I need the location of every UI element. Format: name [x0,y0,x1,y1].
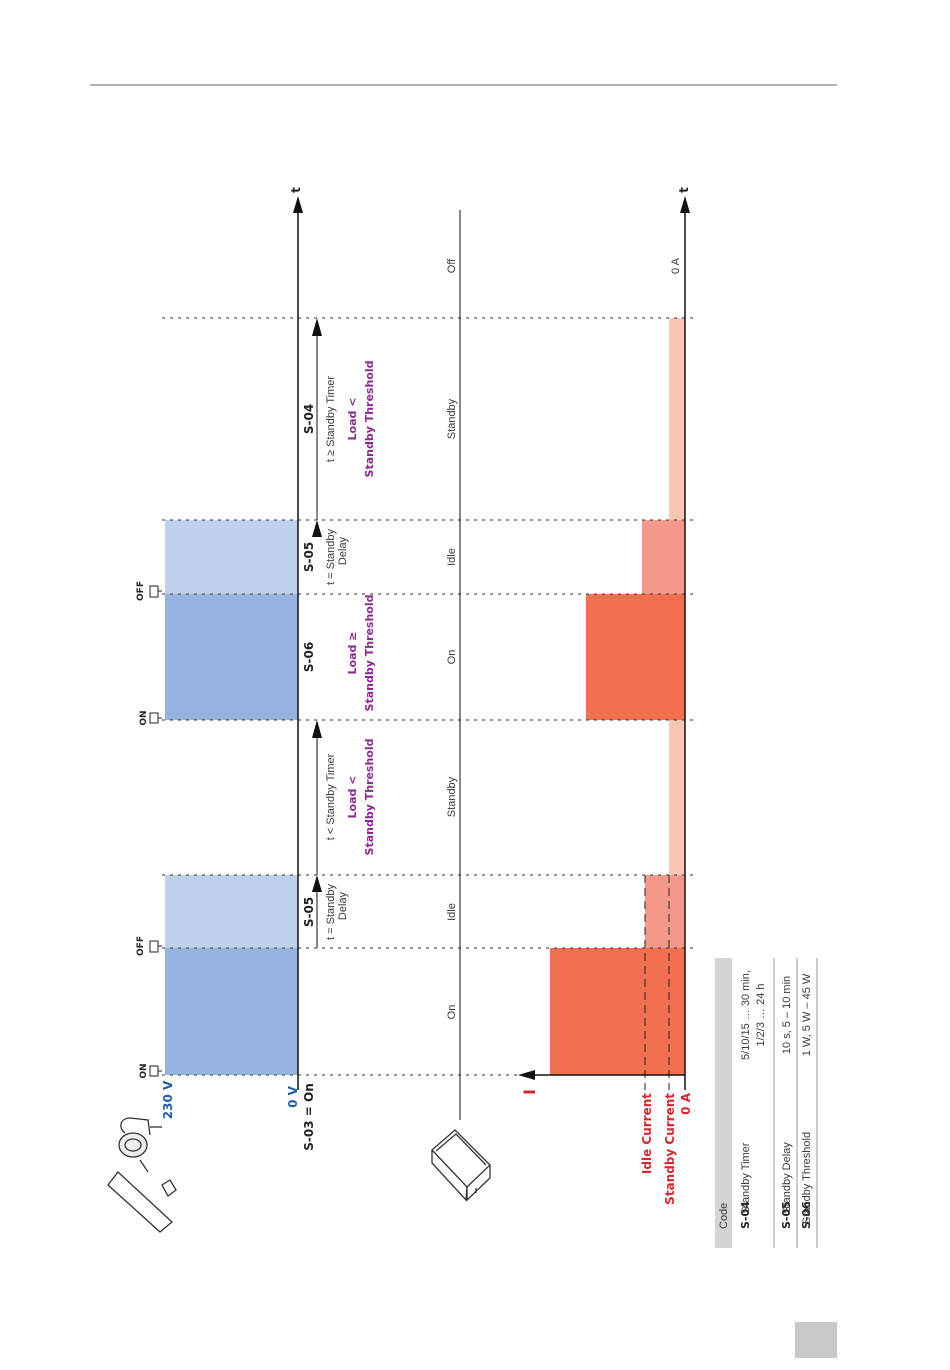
switch-on-label-2: ON [139,710,149,725]
current-block-idle-1 [645,875,685,948]
s05a-code: S-05 [302,897,316,927]
switch-on-icon-1: ON [139,1063,162,1079]
mode-label: S-03 = On [302,1083,316,1150]
switch-on-label-1: ON [139,1063,149,1078]
arrow-s05b [312,720,322,738]
cooler-box-icon [431,1129,491,1202]
state-idle-1: Idle [446,903,458,921]
state-standby-1: Standby [446,776,458,817]
state-idle-2: Idle [446,548,458,566]
current-block-standby-2 [669,318,685,520]
table-row-s04-value1: 5/10/15 … 30 min, [740,970,752,1060]
arrow-s05c [312,520,322,537]
end-current-label: 0 A [670,257,682,274]
s06-cond1: Load ≥ [346,632,359,675]
s06-code: S-06 [302,642,316,672]
table-row-s04-value2: 1/2/3 … 24 h [755,984,767,1047]
state-on-1: On [446,1005,458,1020]
s05b-line1: t < Standby Timer [325,753,337,840]
table-row-s05-code: S-05 [780,1201,793,1229]
s05c-line2: Delay [337,536,349,565]
voltage-high-label: 230 V [161,1080,175,1119]
voltage-axis-arrow [293,196,303,213]
s06-cond2: Standby Threshold [363,595,376,712]
table-row-s04-name: Standby Timer [740,1142,752,1213]
current-axis-arrow [680,196,690,213]
switch-off-label-2: OFF [136,581,146,601]
s05b-cond1: Load < [346,776,359,819]
voltage-block-idle-2 [165,520,298,594]
current-block-on-2 [586,594,685,720]
table-row-s04-code: S-04 [739,1201,752,1229]
s05c-line1: t = Standby [325,529,337,585]
switch-off-label-1: OFF [136,936,146,956]
voltage-block-on-1 [165,948,298,1075]
standby-current-label: Standby Current [663,1093,677,1205]
zero-current-label: 0 A [679,1092,693,1115]
state-off: Off [446,258,458,273]
voltage-axis-label: t [289,187,303,193]
s04-code: S-04 [302,404,316,434]
current-axis-label: I [520,1089,539,1095]
current-value-axis-arrow [518,1070,535,1080]
table-row-s05-value1: 10 s, 5 – 10 min [781,976,793,1054]
switch-off-icon-1: OFF [136,936,162,956]
transition-lines [162,317,695,1076]
s04-line1: t ≥ Standby Timer [325,376,337,462]
arrow-s05a [312,875,322,892]
switch-on-icon-2: ON [139,710,162,726]
s04-cond1: Load < [346,398,359,441]
voltage-low-label: 0 V [286,1085,300,1108]
state-standby-2: Standby [446,398,458,439]
arrow-s04 [312,318,322,336]
idle-current-label: Idle Current [640,1093,654,1174]
current-block-on-1 [550,948,685,1075]
s04-cond2: Standby Threshold [363,361,376,478]
table-row-s06-name: Standby Threshold [801,1132,813,1224]
table-header-label: Code [718,1203,730,1229]
switch-off-icon-2: OFF [136,581,162,601]
page-corner-tab [795,1322,837,1358]
s05a-line1: t = Standby [325,884,337,940]
s05c-code: S-05 [302,542,316,572]
s05a-line2: Delay [337,891,349,920]
table-row-s05-name: Standby Delay [781,1142,793,1214]
voltage-block-idle-1 [165,875,298,948]
current-block-standby-1 [669,720,685,875]
table-row-s06-code: S-06 [800,1201,813,1229]
power-plug-icon [107,1117,177,1233]
parameter-table: Code S-04 Standby Timer 5/10/15 … 30 min… [715,958,818,1248]
current-axis-time-label: t [677,187,691,193]
s05b-cond2: Standby Threshold [363,739,376,856]
voltage-block-on-2 [165,594,298,720]
state-on-2: On [446,650,458,665]
current-block-idle-2 [642,520,685,594]
table-header-bar [715,958,732,1248]
table-row-s06-value1: 1 W, 5 W – 45 W [801,973,813,1056]
